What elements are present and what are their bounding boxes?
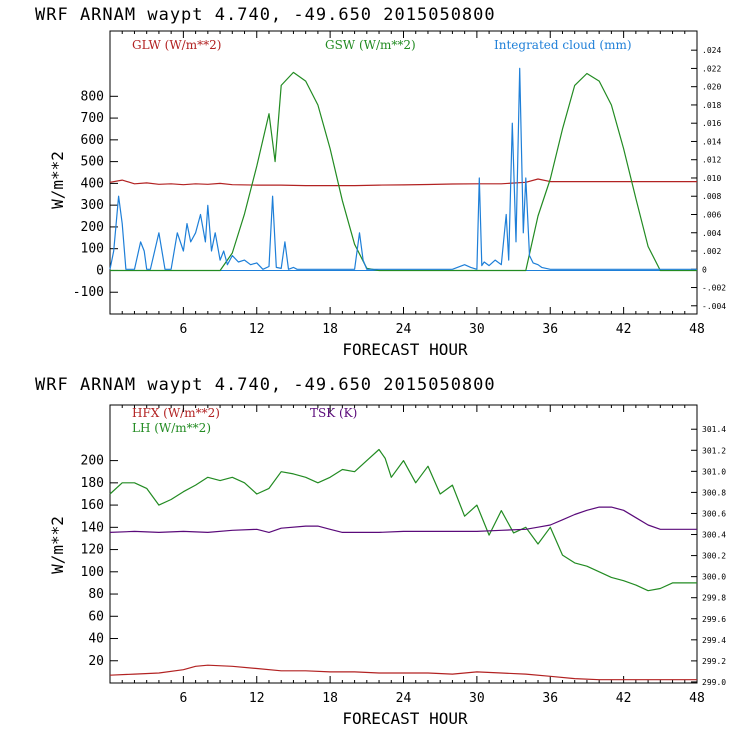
y-tick-label: 60 (88, 609, 104, 624)
y2-tick-label: -.004 (702, 302, 726, 311)
series-line-2 (109, 506, 697, 534)
x-tick-label: 12 (249, 322, 265, 337)
x-tick-label: 48 (689, 322, 705, 337)
y-tick-label: 100 (81, 242, 104, 257)
x-tick-label: 24 (396, 691, 412, 706)
x-tick-label: 42 (616, 691, 632, 706)
y2-tick-label: 299.4 (702, 636, 726, 645)
y-tick-label: 700 (81, 111, 104, 126)
bottom-axis-ticks (110, 405, 697, 683)
top-series-lines (109, 67, 697, 272)
top-legend-gsw: GSW (W/m**2) (325, 38, 416, 52)
bottom-legend-lh: LH (W/m**2) (132, 421, 211, 435)
series-line-1 (109, 448, 697, 592)
x-tick-label: 6 (179, 322, 187, 337)
x-tick-label: 24 (396, 322, 412, 337)
y2-tick-label: 300.2 (702, 552, 726, 561)
y2-tick-label: 301.2 (702, 446, 726, 455)
y2-tick-label: .006 (702, 210, 721, 219)
bottom-y-axis-title: W/m**2 (48, 516, 67, 574)
y-tick-label: 200 (81, 220, 104, 235)
bottom-legend-tsk: TSK (K) (310, 406, 357, 420)
top-right-tick-labels: -.004 -.002 0 .002 .004 .006 .008 .010 .012 .014.… (702, 46, 726, 311)
y2-tick-label: 301.4 (702, 425, 726, 434)
top-axis-ticks (110, 31, 697, 314)
y2-tick-label: .004 (702, 229, 721, 238)
bottom-right-tick-labels: 299.0 299.2 299.4 299.6 299.8 300.0 300.2 300.4… (702, 425, 726, 687)
y2-tick-label: 299.2 (702, 657, 726, 666)
bottom-x-tick-labels: 6 12 18 24 30 36 42 48 (179, 691, 704, 706)
series-line-1 (110, 71, 697, 272)
top-y-axis-title: W/m**2 (48, 151, 67, 209)
x-tick-label: 18 (322, 322, 338, 337)
x-tick-label: 42 (616, 322, 632, 337)
bottom-legend-hfx: HFX (W/m**2) (132, 406, 220, 420)
y2-tick-label: .024 (702, 46, 721, 55)
series-line-2 (109, 67, 697, 270)
y-tick-label: 20 (88, 654, 104, 669)
y2-tick-label: 301.0 (702, 467, 726, 476)
y-tick-label: 80 (88, 587, 104, 602)
y2-tick-label: .022 (702, 64, 721, 73)
y2-tick-label: 300.0 (702, 573, 726, 582)
y-tick-label: 0 (96, 263, 104, 278)
x-tick-label: 36 (542, 322, 558, 337)
y-tick-label: -100 (73, 285, 104, 300)
x-tick-label: 30 (469, 322, 485, 337)
y2-tick-label: .018 (702, 101, 721, 110)
y-tick-label: 800 (81, 89, 104, 104)
x-tick-label: 18 (322, 691, 338, 706)
y2-tick-label: 300.4 (702, 531, 726, 540)
y-tick-label: 500 (81, 155, 104, 170)
x-tick-label: 48 (689, 691, 705, 706)
y2-tick-label: 0 (702, 265, 707, 274)
bottom-chart: WRF ARNAM waypt 4.740, -49.650 201505080… (35, 375, 726, 728)
y2-tick-label: .012 (702, 156, 721, 165)
y2-tick-label: .016 (702, 119, 721, 128)
top-x-tick-labels: 6 12 18 24 30 36 42 48 (179, 322, 704, 337)
y2-tick-label: 299.8 (702, 594, 726, 603)
y2-tick-label: 299.6 (702, 615, 726, 624)
y2-tick-label: 300.6 (702, 509, 726, 518)
series-line-0 (109, 664, 697, 681)
y-tick-label: 100 (81, 565, 104, 580)
y-tick-label: 600 (81, 133, 104, 148)
bottom-series-lines (109, 448, 697, 681)
top-y-tick-labels: -100 0 100 200 300 400 500 600 700 800 (73, 89, 104, 300)
y-tick-label: 180 (81, 476, 104, 491)
x-tick-label: 30 (469, 691, 485, 706)
y2-tick-label: .010 (702, 174, 721, 183)
y-tick-label: 300 (81, 198, 104, 213)
x-tick-label: 36 (542, 691, 558, 706)
y-tick-label: 400 (81, 176, 104, 191)
x-tick-label: 12 (249, 691, 265, 706)
top-x-axis-title: FORECAST HOUR (342, 340, 468, 359)
bottom-y-tick-labels: 20 40 60 80 100 120 140 160 180 200 (81, 454, 104, 669)
y2-tick-label: 300.8 (702, 488, 726, 497)
y-tick-label: 160 (81, 498, 104, 513)
x-tick-label: 6 (179, 691, 187, 706)
y-tick-label: 200 (81, 454, 104, 469)
bottom-x-axis-title: FORECAST HOUR (342, 709, 468, 728)
y2-tick-label: .002 (702, 247, 721, 256)
top-chart-title: WRF ARNAM waypt 4.740, -49.650 201505080… (35, 5, 496, 25)
y-tick-label: 140 (81, 520, 104, 535)
y2-tick-label: -.002 (702, 284, 726, 293)
y2-tick-label: 299.0 (702, 678, 726, 687)
top-chart: WRF ARNAM waypt 4.740, -49.650 201505080… (35, 5, 726, 359)
y2-tick-label: .014 (702, 137, 721, 146)
y-tick-label: 120 (81, 543, 104, 558)
top-legend-cloud: Integrated cloud (mm) (494, 38, 632, 52)
series-line-0 (109, 178, 697, 187)
bottom-chart-title: WRF ARNAM waypt 4.740, -49.650 201505080… (35, 375, 496, 395)
y2-tick-label: .020 (702, 83, 721, 92)
y2-tick-label: .008 (702, 192, 721, 201)
y-tick-label: 40 (88, 632, 104, 647)
top-legend-glw: GLW (W/m**2) (132, 38, 221, 52)
